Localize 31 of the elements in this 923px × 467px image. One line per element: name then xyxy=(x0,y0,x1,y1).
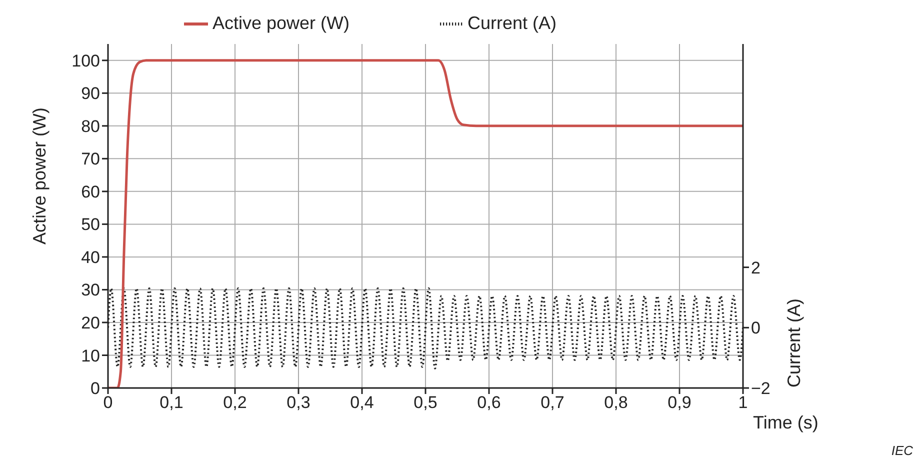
y-tick-label: 80 xyxy=(81,116,100,136)
y-tick-label: 30 xyxy=(81,280,100,300)
y-axis-title: Active power (W) xyxy=(29,107,50,245)
y-tick-label: 90 xyxy=(81,84,100,104)
y-tick-label: 40 xyxy=(81,248,100,267)
y-tick-label: 50 xyxy=(81,215,100,234)
x-axis-title: Time (s) xyxy=(753,412,818,432)
y-tick-label: 10 xyxy=(81,346,100,366)
y-tick-label: 60 xyxy=(81,182,100,202)
x-tick-label: 0,3 xyxy=(286,393,310,412)
legend-label: Active power (W) xyxy=(212,12,350,33)
y-tick-label: 70 xyxy=(81,150,100,169)
x-tick-label: 0,2 xyxy=(223,393,247,412)
text: IEC xyxy=(891,443,913,458)
x-tick-label: 0,1 xyxy=(160,393,184,412)
x-tick-label: 0 xyxy=(103,393,113,412)
legend-label: Current (A) xyxy=(468,12,557,33)
x-tick-label: 0,4 xyxy=(350,393,374,412)
x-tick-label: 0,5 xyxy=(414,393,438,412)
x-tick-label: 0,6 xyxy=(477,393,501,412)
y-tick-label: 0 xyxy=(90,379,100,398)
y2-tick-label: −2 xyxy=(751,379,770,398)
x-tick-label: 0,8 xyxy=(604,393,628,412)
x-tick-label: 0,9 xyxy=(668,393,692,412)
x-tick-label: 0,7 xyxy=(540,393,564,412)
y2-tick-label: 2 xyxy=(751,258,760,278)
y2-tick-label: 0 xyxy=(751,318,760,338)
y-tick-label: 100 xyxy=(72,51,100,70)
y-tick-label: 20 xyxy=(81,314,100,333)
x-tick-label: 1 xyxy=(738,393,748,412)
y2-axis-title: Current (A) xyxy=(784,298,804,388)
